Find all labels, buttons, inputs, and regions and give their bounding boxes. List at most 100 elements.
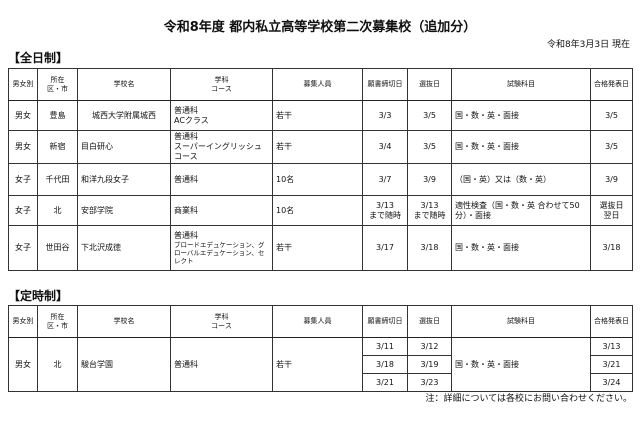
capacity-cell-line: 若干	[276, 142, 292, 151]
area-cell: 世田谷	[37, 225, 78, 271]
header-cell: 募集人員	[272, 68, 363, 101]
gender-cell: 女子	[8, 225, 38, 271]
selection-cell-line: 3/13	[420, 200, 439, 210]
table-row: 男女 北 駿台学園 普通科 若干 3/11 3/12 国・数・英・面接 3/13	[8, 337, 633, 392]
dept-cell-line: 普通科	[174, 174, 198, 184]
as-of-date: 令和8年3月3日 現在	[546, 40, 630, 50]
result-cell: 選抜日 翌日	[590, 195, 633, 226]
header-cell: 合格発表日	[590, 305, 633, 338]
selection-cell-line: 3/9	[423, 174, 436, 184]
header-cell: 学校名	[77, 305, 171, 338]
dept-cell: 商業科	[170, 195, 273, 226]
parttime-table: 男女別 所在 区・市 学校名 学科 コース 募集人員 願書締切日 選抜日 試験科…	[8, 305, 633, 392]
school-cell: 城西大学附属城西	[77, 100, 171, 131]
gender-cell: 男女	[8, 130, 38, 164]
header-cell: 所在 区・市	[37, 305, 78, 338]
gender-cell-line: 女子	[15, 205, 31, 215]
school-cell: 駿台学園	[77, 337, 171, 392]
result-cell-line: 3/9	[605, 174, 618, 184]
header-cell: 募集人員	[272, 305, 363, 338]
deadline-cell-line: 3/13	[376, 200, 394, 210]
result-cell-line: 翌日	[603, 210, 620, 220]
capacity-cell: 若干	[272, 337, 363, 392]
capacity-cell: 若干	[272, 130, 363, 164]
result-cell-line: 3/5	[605, 110, 618, 120]
area-cell: 新宿	[37, 130, 78, 164]
selection-cell: 3/23	[407, 373, 452, 392]
table-row: 3/21 3/23 3/24	[9, 373, 633, 392]
dept-cell: 普通科 ブロードエデュケーション、グローバルエデュケーション、セレクト	[170, 225, 273, 271]
deadline-cell: 3/11	[362, 337, 408, 356]
area-cell-line: 千代田	[45, 174, 70, 184]
subjects-cell: 適性検査（国・数・英 合わせて50分）・面接	[451, 195, 591, 226]
deadline-cell-line: 3/17	[376, 243, 394, 252]
capacity-cell-line: 若干	[276, 110, 292, 120]
subjects-cell: 国・数・英・面接	[451, 337, 591, 392]
deadline-cell: 3/21	[362, 373, 408, 392]
header-cell: 学校名	[77, 68, 171, 101]
school-cell-line: 和洋九段女子	[81, 174, 129, 184]
capacity-cell: 10名	[272, 163, 363, 196]
selection-cell: 3/9	[407, 163, 452, 196]
subjects-cell-line: 国・数・英・面接	[455, 243, 519, 252]
result-cell-line: 3/18	[602, 243, 621, 252]
header-cell: 所在 区・市	[37, 68, 78, 101]
capacity-cell: 若干	[272, 225, 363, 271]
deadline-cell: 3/7	[362, 163, 408, 196]
deadline-cell: 3/18	[362, 355, 408, 374]
footnote: 注：詳細については各校にお問い合わせください。	[425, 394, 632, 404]
header-cell: 願書締切日	[362, 68, 408, 101]
selection-cell: 3/18	[407, 225, 452, 271]
gender-cell-line: 女子	[15, 174, 31, 184]
selection-cell: 3/13 まで随時	[407, 195, 452, 226]
result-cell-line: 選抜日	[599, 200, 624, 210]
capacity-cell: 10名	[272, 195, 363, 226]
header-cell: 男女別	[8, 68, 38, 101]
header-cell: 学科 コース	[170, 68, 273, 101]
dept-cell-line: 普通科	[174, 132, 198, 141]
deadline-cell: 3/17	[362, 225, 408, 271]
dept-cell-line: ACクラス	[174, 115, 209, 125]
selection-cell-line: 3/5	[423, 110, 436, 120]
capacity-cell-line: 10名	[276, 205, 295, 215]
school-cell: 和洋九段女子	[77, 163, 171, 196]
dept-cell: 普通科 スーパーイングリッシュコース	[170, 130, 273, 164]
selection-cell-line: 3/5	[423, 142, 436, 151]
area-cell-line: 新宿	[49, 142, 66, 151]
area-cell: 豊島	[37, 100, 78, 131]
area-cell-line: 世田谷	[45, 243, 70, 252]
deadline-cell-line: まで随時	[369, 210, 401, 220]
area-cell-line: 豊島	[49, 110, 66, 120]
area-cell: 北	[37, 195, 78, 226]
result-cell: 3/18	[590, 225, 633, 271]
subjects-cell: 国・数・英・面接	[451, 100, 591, 131]
header-cell: 選抜日	[407, 305, 452, 338]
header-cell: 試験科目	[451, 305, 591, 338]
page-title: 令和8年度 都内私立高等学校第二次募集校（追加分）	[163, 20, 477, 35]
school-cell-line: 下北沢成徳	[81, 243, 121, 252]
school-cell-line: 城西大学附属城西	[92, 110, 156, 120]
dept-cell: 普通科 ACクラス	[170, 100, 273, 131]
gender-cell-line: 女子	[15, 243, 31, 252]
table-row: 3/18 3/19 3/21	[9, 355, 633, 374]
gender-cell-line: 男女	[15, 142, 31, 151]
dept-cell-line: 普通科	[174, 230, 198, 240]
subjects-cell-line: （国・英）又は（数・英）	[455, 174, 551, 184]
deadline-cell-line: 3/3	[378, 110, 392, 120]
school-cell: 安部学院	[77, 195, 171, 226]
header-cell: 選抜日	[407, 68, 452, 101]
dept-cell-line: 普通科	[174, 105, 198, 115]
selection-cell: 3/19	[407, 355, 452, 374]
result-cell: 3/13	[590, 337, 633, 356]
deadline-cell-line: 3/7	[378, 174, 392, 184]
subjects-cell-line: 国・数・英・面接	[455, 110, 519, 120]
gender-cell: 女子	[8, 195, 38, 226]
result-cell: 3/5	[590, 130, 633, 164]
school-cell-line: 目白研心	[81, 142, 113, 151]
selection-cell: 3/5	[407, 130, 452, 164]
deadline-cell: 3/4	[362, 130, 408, 164]
table-row: 男女 豊島 城西大学附属城西 普通科 ACクラス 若干 3/3 3/5 国・数・英・面接 3/5	[8, 100, 633, 131]
subjects-cell: 国・数・英・面接	[451, 225, 591, 271]
header-cell: 願書締切日	[362, 305, 408, 338]
result-cell: 3/21	[590, 355, 633, 374]
